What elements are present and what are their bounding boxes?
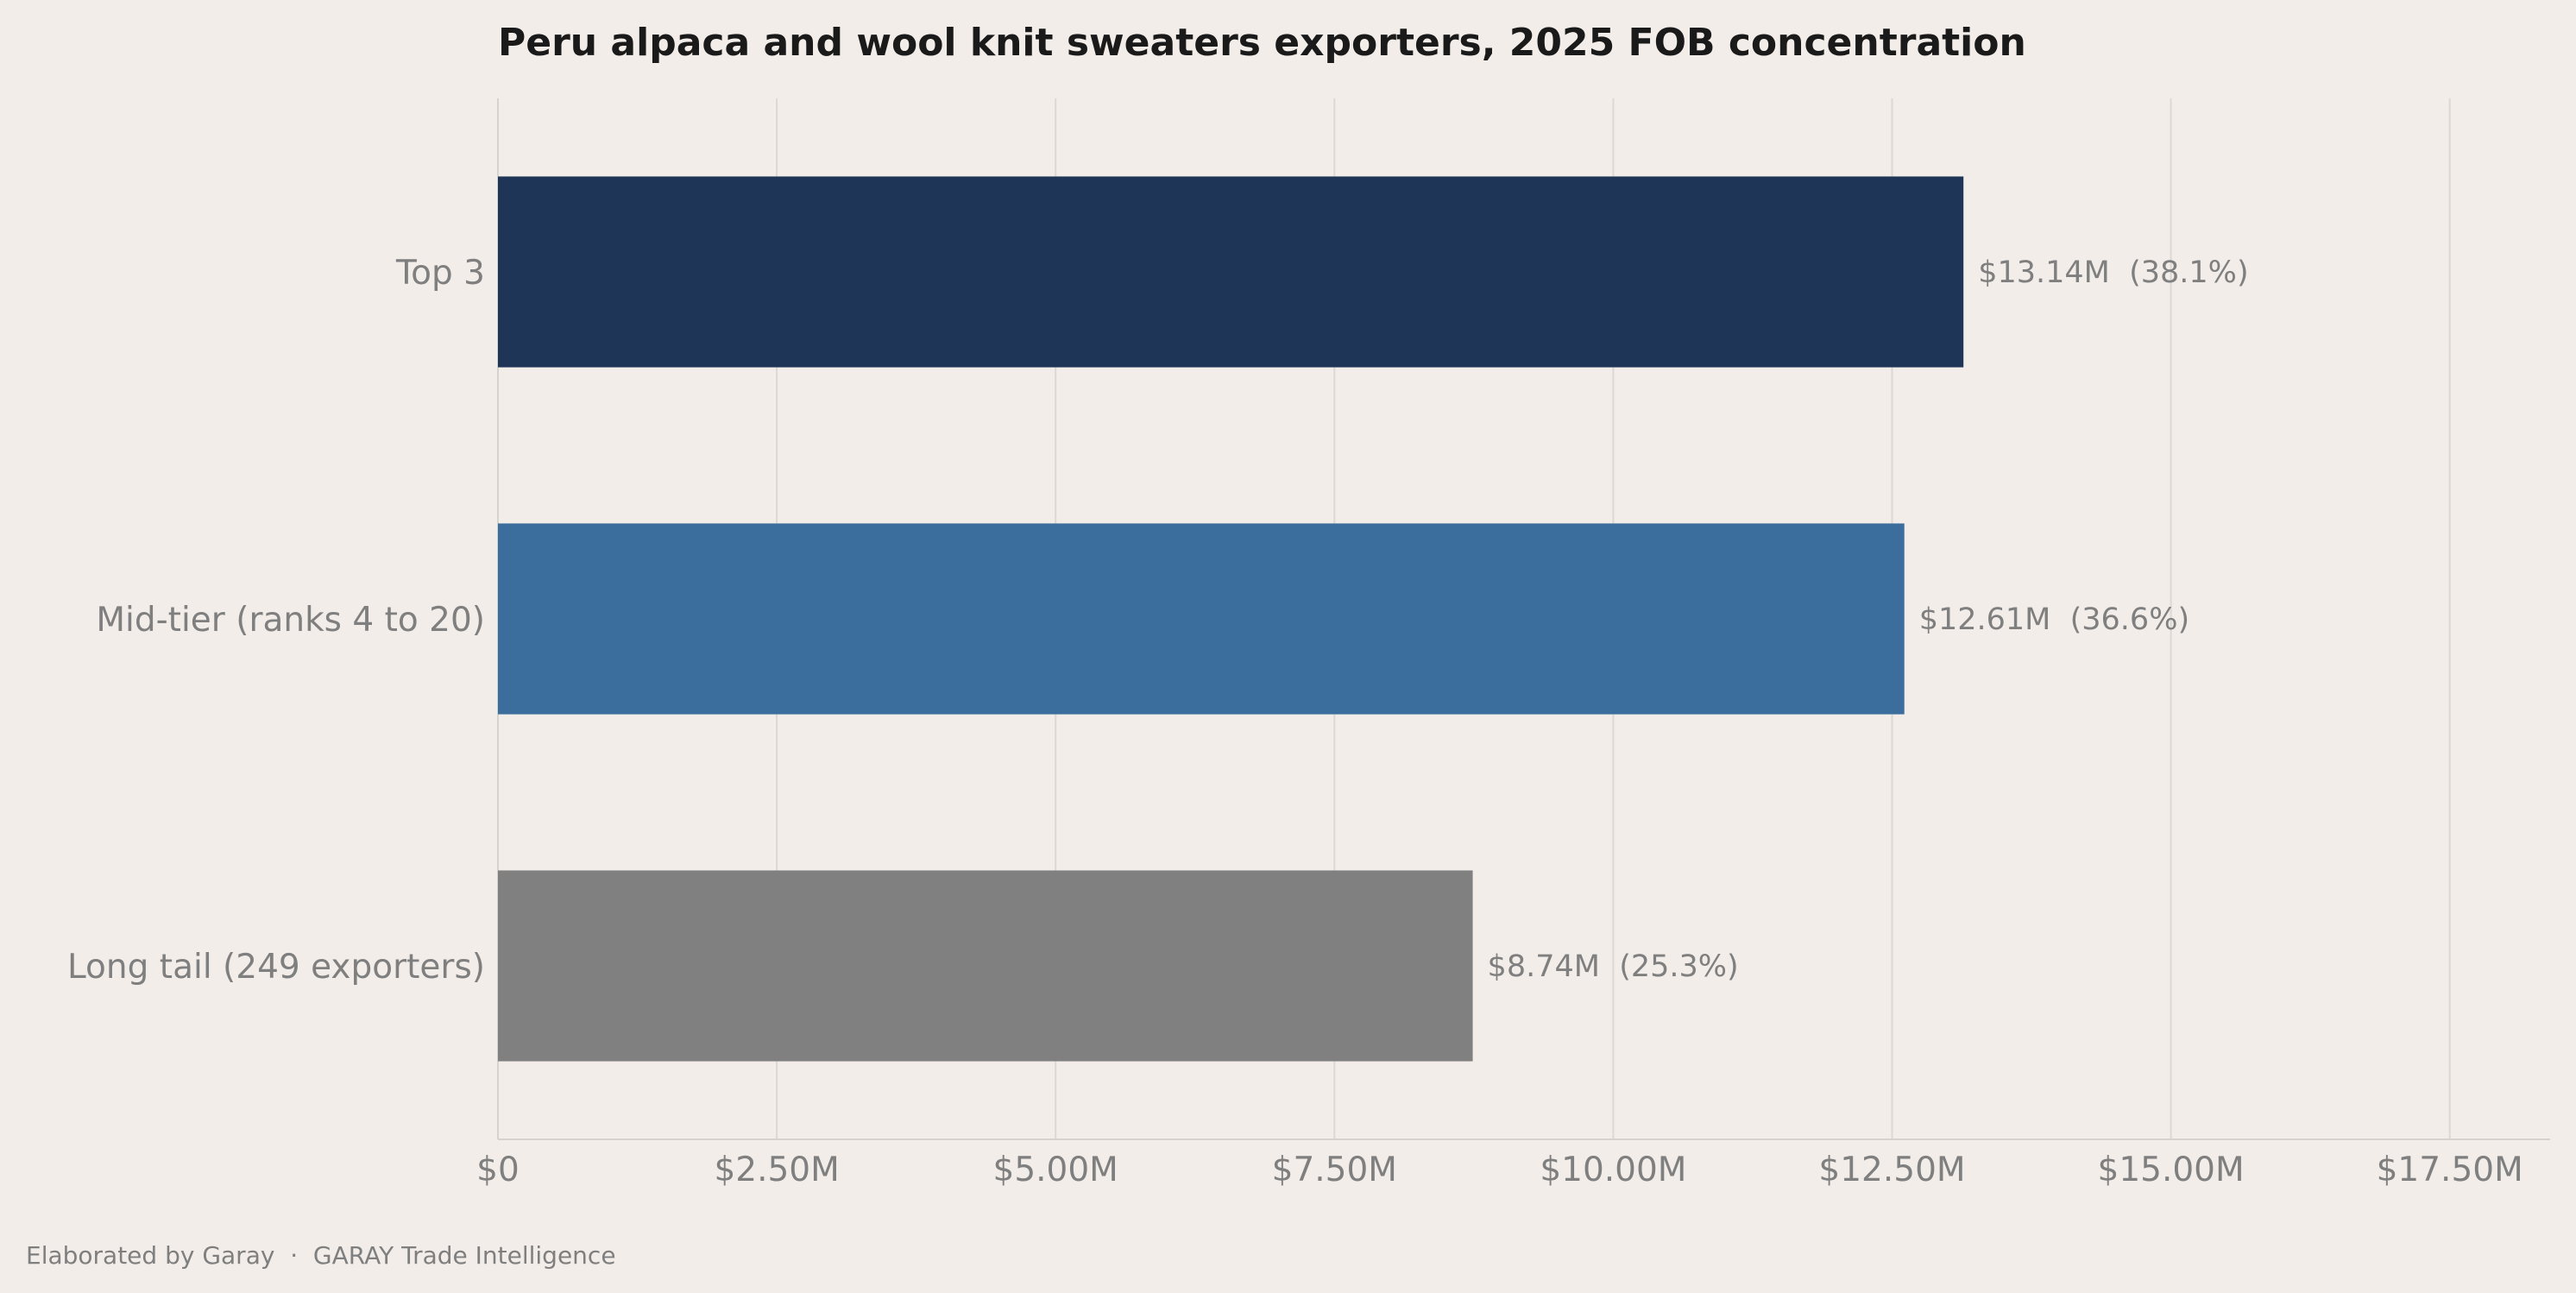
bars [498, 176, 1964, 1062]
x-tick-labels: $0 $2.50M $5.00M $7.50M $10.00M $12.50M $15.00… [476, 1151, 2523, 1189]
bar [498, 523, 1905, 715]
data-label: $12.61M (36.6%) [1919, 602, 2189, 637]
category-label: Long tail (249 exporters) [67, 948, 485, 987]
x-tick-label: $0 [476, 1151, 520, 1189]
x-tick-label: $7.50M [1272, 1151, 1397, 1189]
x-tick-label: $17.50M [2377, 1151, 2523, 1189]
footer-credit: Elaborated by Garay · GARAY Trade Intell… [26, 1241, 616, 1270]
bar [498, 870, 1473, 1062]
chart-title: Peru alpaca and wool knit sweaters expor… [498, 21, 2026, 65]
category-labels: Top 3 Mid-tier (ranks 4 to 20) Long tail (… [67, 254, 485, 987]
x-tick-label: $5.00M [993, 1151, 1118, 1189]
x-tick-label: $15.00M [2098, 1151, 2245, 1189]
data-labels: $13.14M (38.1%) $12.61M (36.6%) $8.74M (25… [1488, 255, 2249, 984]
data-label: $13.14M (38.1%) [1978, 255, 2248, 290]
x-tick-label: $10.00M [1540, 1151, 1686, 1189]
data-label: $8.74M (25.3%) [1488, 949, 1739, 984]
bar [498, 176, 1964, 368]
x-tick-label: $2.50M [714, 1151, 839, 1189]
category-label: Mid-tier (ranks 4 to 20) [96, 601, 485, 640]
x-tick-label: $12.50M [1818, 1151, 1965, 1189]
category-label: Top 3 [395, 254, 485, 293]
